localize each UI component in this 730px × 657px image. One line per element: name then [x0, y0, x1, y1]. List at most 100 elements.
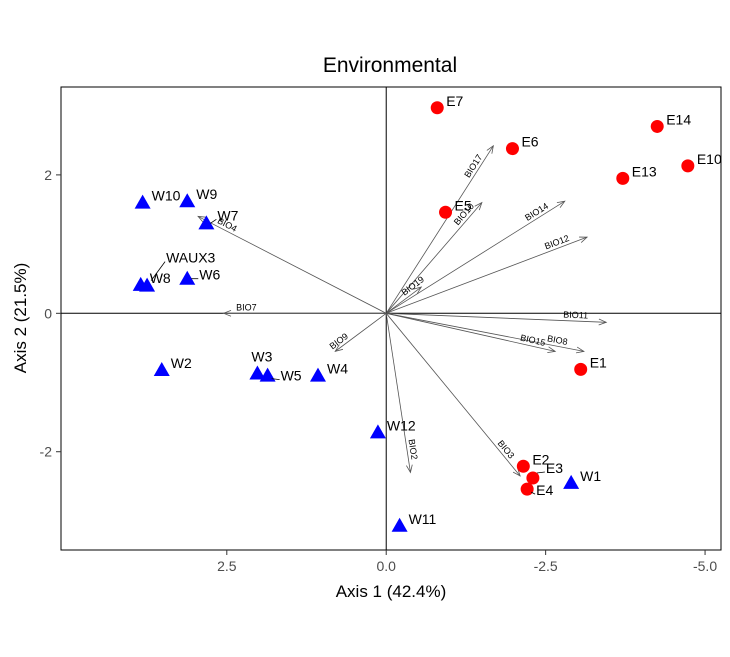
x-tick-label: -5.0 — [693, 558, 717, 574]
triangle-marker — [139, 277, 156, 292]
circle-marker — [516, 459, 530, 473]
point-e10: E10 — [681, 151, 722, 173]
point-label: W4 — [327, 361, 348, 377]
vector-bio8: BIO8 — [386, 312, 585, 354]
vector-arrowhead — [556, 200, 566, 208]
vector-arrowhead — [197, 215, 207, 223]
vector-arrowhead — [413, 286, 423, 295]
label-leader — [271, 378, 280, 380]
point-label: E4 — [536, 482, 553, 498]
point-w3: W3 — [249, 349, 273, 380]
point-e5: E5 — [439, 197, 472, 219]
point-label: W8 — [150, 270, 171, 286]
chart-title: Environmental — [323, 54, 457, 77]
y-axis-label: Axis 2 (21.5%) — [11, 263, 30, 374]
vector-arrowhead — [474, 201, 483, 211]
point-w1: W1 — [563, 468, 601, 489]
circle-marker — [681, 159, 695, 173]
point-label: E10 — [697, 151, 722, 167]
point-label: W9 — [196, 186, 217, 202]
y-tick-label: 0 — [44, 305, 52, 321]
x-axis-ticks: 2.5 0.0 -2.5 -5.0 — [217, 550, 717, 574]
vector-line — [386, 200, 565, 314]
vector-arrowhead — [547, 346, 557, 354]
point-w5: W5 — [259, 367, 302, 384]
point-w6: W6 — [179, 267, 220, 285]
point-label: E5 — [455, 197, 472, 213]
point-e7: E7 — [430, 93, 464, 115]
plot-frame — [60, 86, 722, 551]
vector-arrowhead — [486, 144, 494, 154]
y-tick-label: -2 — [40, 444, 53, 460]
triangle-marker — [198, 215, 215, 230]
circle-marker — [439, 205, 453, 219]
x-tick-label: 2.5 — [217, 558, 237, 574]
point-label: W7 — [217, 207, 238, 223]
point-w10: W10 — [134, 188, 181, 209]
circle-marker — [650, 119, 664, 133]
triangle-marker — [134, 194, 151, 209]
y-tick-label: 2 — [44, 167, 52, 183]
vector-arrowhead — [222, 309, 232, 317]
vector-label: BIO2 — [407, 438, 420, 460]
vector-line — [385, 313, 411, 473]
point-w9: W9 — [179, 186, 217, 208]
point-label: W2 — [171, 355, 192, 371]
label-leader — [150, 261, 166, 281]
point-label: W5 — [281, 368, 302, 384]
vector-line — [334, 312, 387, 352]
vector-bio3: BIO3 — [385, 313, 521, 477]
point-label: W3 — [251, 349, 272, 365]
point-label: E1 — [590, 354, 607, 370]
vector-line — [385, 313, 521, 477]
vector-arrowhead — [334, 344, 344, 353]
vector-bio12: BIO12 — [386, 233, 589, 314]
vector-line — [385, 286, 422, 314]
point-label: E14 — [666, 111, 691, 127]
point-w11: W11 — [391, 511, 437, 532]
circle-marker — [616, 171, 630, 185]
point-label: W1 — [580, 468, 601, 484]
vector-bio9: BIO9 — [328, 312, 387, 353]
circle-marker — [505, 142, 519, 156]
circle-marker — [574, 362, 588, 376]
vector-bio7: BIO7 — [222, 302, 387, 317]
vector-bio11: BIO11 — [386, 310, 608, 326]
point-e6: E6 — [505, 134, 539, 156]
point-label: WAUX3 — [166, 250, 215, 266]
vector-label: BIO7 — [236, 302, 257, 312]
point-e2: E2 — [516, 451, 550, 473]
vector-label: BIO19 — [400, 274, 426, 297]
x-tick-label: -2.5 — [534, 558, 558, 574]
vector-label: BIO14 — [523, 201, 550, 223]
vector-bio14: BIO14 — [386, 200, 566, 314]
triangle-marker — [563, 474, 580, 489]
point-label: E2 — [532, 451, 549, 467]
triangle-marker — [309, 367, 326, 382]
label-leader — [210, 219, 217, 224]
triangle-marker — [259, 367, 276, 382]
point-w7: W7 — [198, 207, 239, 230]
vector-bio19: BIO19 — [385, 274, 426, 314]
point-w2: W2 — [153, 355, 192, 377]
point-e13: E13 — [616, 163, 657, 185]
vector-arrowhead — [512, 468, 521, 477]
point-label: E7 — [446, 93, 463, 109]
point-w12: W12 — [369, 417, 416, 439]
x-axis-label: Axis 1 (42.4%) — [336, 582, 447, 601]
triangle-marker — [153, 362, 170, 377]
circle-marker — [430, 101, 444, 115]
vector-label: BIO8 — [546, 333, 568, 347]
vector-label: BIO11 — [563, 310, 588, 321]
circle-marker — [520, 482, 534, 496]
vector-label: BIO17 — [462, 153, 484, 180]
vector-line — [385, 145, 494, 314]
triangle-marker — [369, 424, 386, 439]
vector-line — [197, 216, 387, 314]
circle-marker — [526, 471, 540, 485]
triangle-marker — [179, 270, 196, 285]
vector-bio10: BIO10 — [385, 201, 483, 314]
vector-line — [386, 236, 588, 314]
point-label: E3 — [546, 460, 563, 476]
